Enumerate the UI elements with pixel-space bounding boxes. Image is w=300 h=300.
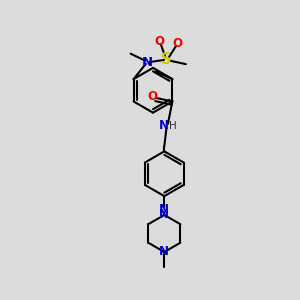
Text: H: H: [169, 121, 176, 131]
Text: N: N: [159, 245, 169, 259]
Text: N: N: [159, 208, 169, 221]
Text: O: O: [147, 90, 158, 103]
Text: N: N: [159, 119, 169, 133]
Text: N: N: [159, 203, 169, 216]
Text: O: O: [155, 35, 165, 48]
Text: S: S: [161, 52, 172, 67]
Text: O: O: [173, 37, 183, 50]
Text: N: N: [142, 56, 153, 69]
